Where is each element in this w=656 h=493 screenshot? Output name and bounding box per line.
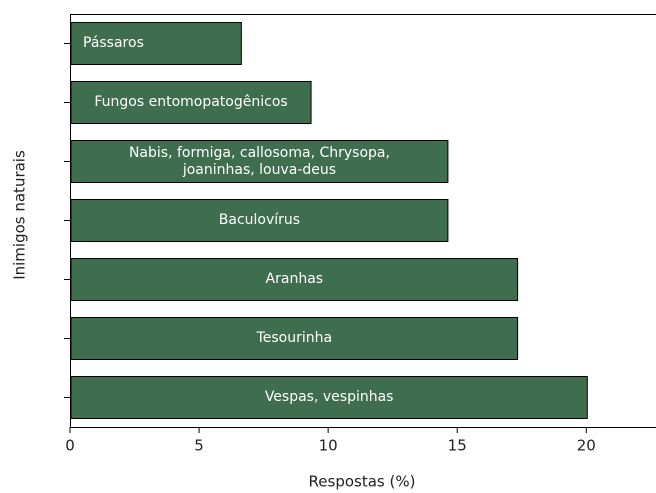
bar-label: Baculovírus: [218, 212, 301, 228]
x-tick-label: 0: [65, 437, 75, 455]
x-tick-label: 5: [194, 437, 204, 455]
x-tick-label: 10: [319, 437, 338, 455]
x-tick-label: 15: [448, 437, 467, 455]
x-axis-label: Respostas (%): [309, 473, 416, 491]
bar-label: Nabis, formiga, callosoma, Chrysopa, joa…: [128, 144, 390, 178]
x-tick-label: 20: [577, 437, 596, 455]
bar-label: Vespas, vespinhas: [264, 389, 394, 405]
bar: [70, 22, 242, 65]
bar: [70, 376, 588, 419]
bar: [70, 81, 312, 124]
bar: [70, 317, 519, 360]
bar: [70, 199, 449, 242]
bar-label: Tesourinha: [256, 330, 333, 346]
bar: [70, 140, 449, 183]
y-axis-label: Inimigos naturais: [11, 150, 29, 280]
bar-label: Aranhas: [265, 271, 324, 287]
bar-label: Fungos entomopatogênicos: [94, 94, 288, 110]
bar: [70, 258, 519, 301]
bar-label: Pássaros: [83, 35, 144, 51]
